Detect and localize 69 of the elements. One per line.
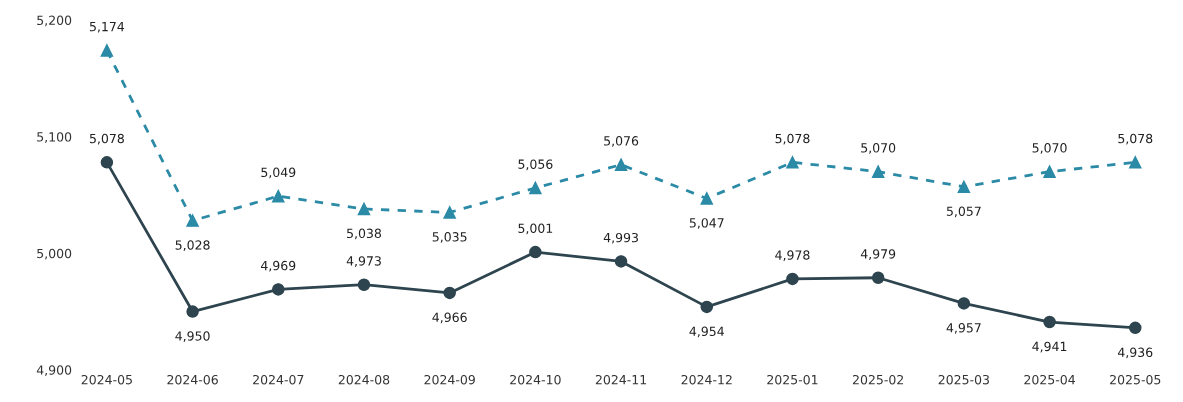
data-label: 4,966 (432, 312, 467, 324)
data-label: 5,070 (861, 143, 896, 154)
data-label: 4,957 (946, 323, 981, 334)
point (529, 245, 542, 259)
data-label: 4,941 (1032, 341, 1067, 353)
point (357, 278, 371, 291)
point (1043, 165, 1056, 178)
x-tick-label: 2025-03 (938, 374, 989, 385)
point (357, 202, 371, 216)
point (614, 158, 628, 171)
data-label: 4,979 (860, 249, 896, 260)
data-label: 5,078 (775, 133, 810, 145)
x-tick-label: 2024-09 (424, 374, 475, 385)
point (871, 165, 885, 178)
point (100, 156, 114, 169)
point (786, 272, 799, 286)
x-tick-label: 2024-08 (338, 374, 390, 385)
data-label: 4,978 (775, 250, 810, 262)
point (957, 180, 971, 194)
y-tick-label: 4,900 (36, 365, 72, 377)
point (186, 305, 199, 318)
point (1043, 315, 1056, 329)
x-tick-label: 2024-06 (167, 374, 218, 385)
point (1129, 156, 1142, 169)
data-label: 5,028 (175, 240, 210, 252)
x-tick-label: 2025-04 (1024, 374, 1075, 385)
point (957, 297, 971, 310)
data-label: 5,047 (689, 218, 724, 229)
point (1129, 321, 1142, 335)
data-label: 5,049 (261, 167, 296, 179)
data-label: 5,174 (89, 22, 125, 33)
x-tick-label: 2025-05 (1110, 374, 1161, 385)
data-label: 5,056 (518, 159, 553, 171)
point (614, 255, 628, 268)
data-label: 4,936 (1117, 347, 1153, 359)
x-tick-label: 2024-11 (595, 374, 647, 385)
data-label: 4,969 (261, 260, 296, 272)
data-label: 5,035 (432, 232, 467, 243)
data-label: 5,078 (89, 133, 124, 145)
data-label: 4,950 (175, 331, 210, 342)
y-tick-label: 5,100 (37, 132, 72, 143)
data-label: 4,973 (346, 256, 381, 267)
data-label: 5,078 (1118, 133, 1153, 145)
data-label: 5,001 (518, 223, 553, 235)
data-label: 4,993 (603, 232, 638, 244)
x-tick-label: 2025-01 (767, 374, 818, 385)
point (871, 271, 885, 284)
point (443, 206, 456, 219)
y-tick-label: 5,200 (37, 15, 72, 27)
point (529, 181, 542, 195)
x-tick-label: 2024-10 (510, 374, 561, 385)
x-tick-label: 2024-07 (253, 374, 304, 385)
point (186, 214, 199, 227)
x-tick-label: 2025-02 (852, 374, 904, 385)
point (272, 189, 285, 203)
point (272, 283, 285, 296)
data-label: 5,070 (1032, 143, 1067, 154)
data-label: 5,057 (946, 206, 981, 218)
y-tick-label: 5,000 (37, 248, 72, 260)
point (700, 300, 714, 314)
point (700, 192, 714, 205)
x-tick-label: 2024-12 (681, 374, 732, 385)
x-tick-label: 2024-05 (81, 374, 132, 385)
data-label: 5,038 (347, 228, 382, 240)
data-label: 5,076 (604, 136, 639, 147)
point (443, 286, 456, 300)
data-label: 4,954 (689, 326, 724, 338)
point (100, 44, 114, 57)
point (786, 156, 799, 169)
